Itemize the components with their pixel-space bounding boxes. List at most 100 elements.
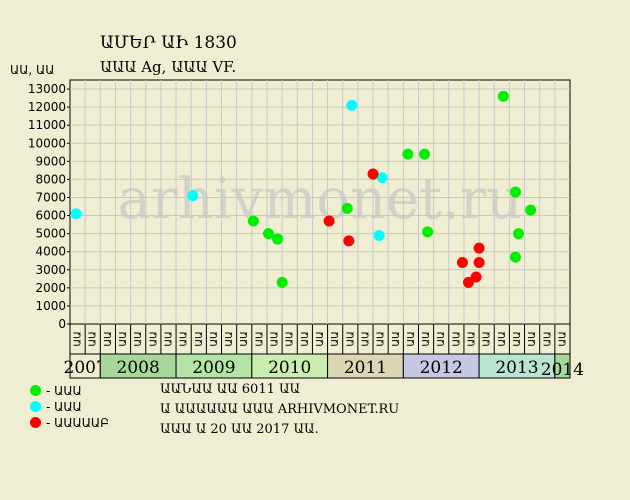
- y-axis-ticks: 0 1000 2000 3000 4000 5000 6000 7000 8000 9000 100…: [28, 82, 70, 331]
- info-source: Ա ԱԱԱԱԱԱ ԱԱԱ ARHIVMONET.RU: [160, 402, 400, 417]
- data-point: [367, 168, 379, 180]
- y-tick-label: 5000: [35, 227, 66, 241]
- x-month-label: ԱԱ: [330, 331, 341, 346]
- data-point: [462, 276, 474, 288]
- data-point: [276, 276, 288, 288]
- year-label: 2014: [541, 360, 584, 380]
- year-label: 2007: [64, 358, 107, 378]
- x-month-label: ԱԱ: [163, 331, 174, 346]
- data-point: [341, 202, 353, 214]
- y-tick-label: 7000: [35, 190, 66, 204]
- chart-subtitle: ԱԱԱ Ag, ԱԱԱ VF.: [100, 58, 236, 76]
- x-month-label: ԱԱ: [391, 331, 402, 346]
- x-month-label: ԱԱ: [133, 331, 144, 346]
- legend-label-2: - ԱԱԱ: [46, 400, 82, 414]
- grid-lines: [70, 80, 570, 324]
- x-month-label: ԱԱ: [88, 331, 99, 346]
- data-point: [323, 215, 335, 227]
- info-date: ԱԱԱ Ա 20 ԱԱ 2017 ԱԱ.: [160, 422, 319, 437]
- legend-item-2: - ԱԱԱ: [30, 400, 82, 414]
- x-month-label: ԱԱ: [224, 331, 235, 346]
- x-month-label: ԱԱ: [512, 331, 523, 346]
- year-label: 2009: [192, 358, 235, 378]
- legend-item-3: - ԱԱԱԱԱԲ: [30, 416, 109, 430]
- x-month-label: ԱԱ: [482, 331, 493, 346]
- x-month-label: ԱԱ: [542, 331, 553, 346]
- data-point: [247, 215, 259, 227]
- x-month-label: ԱԱ: [421, 331, 432, 346]
- x-month-label: ԱԱ: [285, 331, 296, 346]
- y-tick-label: 9000: [35, 154, 66, 168]
- data-point: [70, 208, 82, 220]
- y-tick-label: 10000: [28, 136, 66, 150]
- year-band: [478, 353, 556, 379]
- legend-dot-3: [30, 417, 41, 428]
- data-point: [419, 148, 431, 160]
- x-month-label: ԱԱ: [254, 331, 265, 346]
- data-point: [272, 233, 284, 245]
- info-sales-count: ԱԱՆԱԱ ԱԱ 6011 ԱԱ: [160, 382, 301, 397]
- data-point: [402, 148, 414, 160]
- data-point: [497, 90, 509, 102]
- year-label: 2012: [420, 358, 463, 378]
- x-month-label: ԱԱ: [497, 331, 508, 346]
- data-point: [512, 228, 524, 240]
- y-tick-label: 2000: [35, 281, 66, 295]
- x-month-label: ԱԱ: [451, 331, 462, 346]
- x-month-label: ԱԱ: [345, 331, 356, 346]
- legend-label-3: - ԱԱԱԱԱԲ: [46, 416, 109, 430]
- data-points: [70, 90, 537, 288]
- x-month-label: ԱԱ: [300, 331, 311, 346]
- data-point: [346, 99, 358, 111]
- x-month-label: ԱԱ: [315, 331, 326, 346]
- x-month-label: ԱԱ: [360, 331, 371, 346]
- x-month-label: ԱԱ: [179, 331, 190, 346]
- legend-dot-1: [30, 385, 41, 396]
- data-point: [470, 271, 482, 283]
- data-point: [473, 257, 485, 269]
- plot-area: [69, 79, 571, 325]
- x-month-label: ԱԱ: [209, 331, 220, 346]
- y-tick-label: 4000: [35, 245, 66, 259]
- data-point: [473, 242, 485, 254]
- x-month-label: ԱԱ: [270, 331, 281, 346]
- x-month-label: ԱԱ: [467, 331, 478, 346]
- x-month-label: ԱԱ: [118, 331, 129, 346]
- y-tick-label: 6000: [35, 209, 66, 223]
- data-point: [422, 226, 434, 238]
- year-label: 2010: [268, 358, 311, 378]
- x-month-label: ԱԱ: [103, 331, 114, 346]
- year-band: [175, 353, 253, 379]
- legend-dot-2: [30, 401, 41, 412]
- y-tick-label: 11000: [28, 118, 66, 132]
- x-month-label: ԱԱ: [406, 331, 417, 346]
- legend-item-1: - ԱԱԱ: [30, 384, 82, 398]
- legend-label-1: - ԱԱԱ: [46, 384, 82, 398]
- y-tick-label: 13000: [28, 82, 66, 96]
- data-point: [187, 190, 199, 202]
- x-month-label: ԱԱ: [148, 331, 159, 346]
- x-month-label: ԱԱ: [73, 331, 84, 346]
- year-band: [251, 353, 329, 379]
- watermark: arhivmonet.ru: [118, 167, 523, 232]
- data-point: [376, 172, 388, 184]
- y-tick-label: 3000: [35, 263, 66, 277]
- x-month-label: ԱԱ: [239, 331, 250, 346]
- data-point: [509, 251, 521, 263]
- data-point: [525, 204, 537, 216]
- y-tick-label: 0: [58, 317, 66, 331]
- chart-title: ԱՄԵՐ ԱԻ 1830: [100, 33, 237, 53]
- data-point: [456, 257, 468, 269]
- data-point: [509, 186, 521, 198]
- y-tick-label: 1000: [35, 299, 66, 313]
- x-month-label: ԱԱ: [557, 331, 568, 346]
- data-point: [343, 235, 355, 247]
- data-point: [262, 228, 274, 240]
- year-label: 2011: [344, 358, 387, 378]
- year-band: [327, 353, 404, 379]
- year-label: 2008: [117, 358, 160, 378]
- year-band: [402, 353, 480, 379]
- year-label: 2013: [495, 358, 538, 378]
